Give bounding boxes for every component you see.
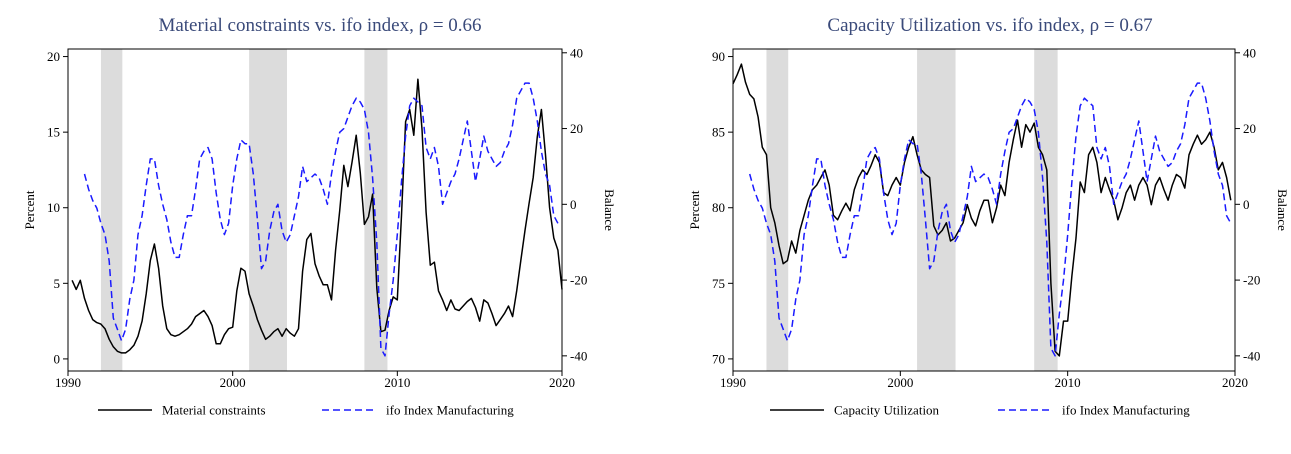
plot-frame <box>67 48 563 372</box>
x-tick-label: 2000 <box>887 375 913 390</box>
y-tick-label: 70 <box>712 351 725 366</box>
legend-label: ifo Index Manufacturing <box>1062 403 1190 418</box>
recession-band <box>249 49 288 371</box>
series-line-primary <box>732 63 1232 357</box>
legend-label: Capacity Utilization <box>834 403 940 418</box>
chart-panel-capacity-utilization: Capacity Utilization vs. ifo index, ρ = … <box>660 0 1291 454</box>
y2-tick-label: 40 <box>570 45 583 60</box>
y-tick-label: 90 <box>712 49 725 64</box>
y2-axis-label: Balance <box>1275 189 1290 231</box>
recession-band <box>364 49 388 371</box>
capacity-utilization-chart: Capacity Utilization vs. ifo index, ρ = … <box>687 15 1290 418</box>
material-constraints-chart: Material constraints vs. ifo index, ρ = … <box>22 15 617 418</box>
y-tick-label: 85 <box>712 125 725 140</box>
x-tick-label: 2020 <box>549 375 575 390</box>
y2-tick-label: 0 <box>570 197 577 212</box>
chart-title: Material constraints vs. ifo index, ρ = … <box>158 15 481 36</box>
y-tick-label: 5 <box>54 276 61 291</box>
y-axis-label: Percent <box>687 190 702 229</box>
y2-tick-label: 0 <box>1243 197 1250 212</box>
y-tick-label: 80 <box>712 200 725 215</box>
y-tick-label: 20 <box>47 49 60 64</box>
x-tick-label: 1990 <box>720 375 746 390</box>
plot-frame <box>732 48 1236 372</box>
y2-tick-label: 20 <box>570 121 583 136</box>
recession-band <box>100 49 123 371</box>
y2-tick-label: -20 <box>1243 273 1260 288</box>
legend-label: ifo Index Manufacturing <box>386 403 514 418</box>
recession-band <box>917 49 956 371</box>
y-tick-label: 10 <box>47 200 60 215</box>
y-tick-label: 75 <box>712 276 725 291</box>
y-tick-label: 15 <box>47 125 60 140</box>
x-tick-label: 2020 <box>1222 375 1248 390</box>
y2-tick-label: -40 <box>570 348 587 363</box>
x-tick-label: 1990 <box>55 375 81 390</box>
recession-band <box>1034 49 1058 371</box>
series-line-ifo-index <box>748 82 1232 357</box>
x-tick-label: 2010 <box>1055 375 1081 390</box>
series-line-primary <box>71 78 563 354</box>
legend-label: Material constraints <box>162 403 266 418</box>
recession-band <box>766 49 789 371</box>
y2-tick-label: 20 <box>1243 121 1256 136</box>
y-tick-label: 0 <box>54 351 61 366</box>
series-line-ifo-index <box>83 82 559 357</box>
y2-tick-label: -40 <box>1243 348 1260 363</box>
y2-tick-label: 40 <box>1243 45 1256 60</box>
y2-tick-label: -20 <box>570 273 587 288</box>
y2-axis-label: Balance <box>602 189 617 231</box>
chart-title: Capacity Utilization vs. ifo index, ρ = … <box>827 15 1152 36</box>
y-axis-label: Percent <box>22 190 37 229</box>
chart-panel-material-constraints: Material constraints vs. ifo index, ρ = … <box>0 0 640 454</box>
x-tick-label: 2010 <box>384 375 410 390</box>
x-tick-label: 2000 <box>220 375 246 390</box>
